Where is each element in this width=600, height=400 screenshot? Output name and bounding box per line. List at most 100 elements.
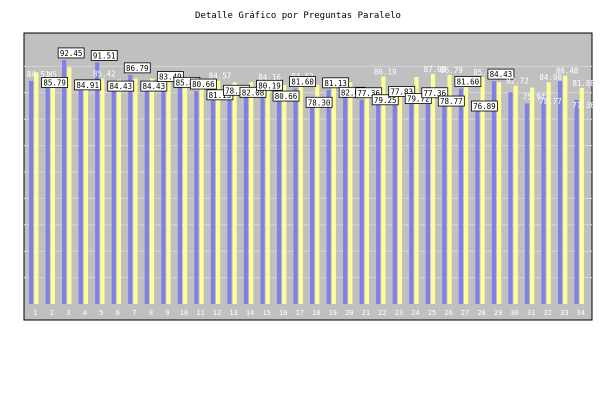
data-label-box bbox=[140, 80, 168, 92]
x-tick-label: 20 bbox=[345, 309, 353, 317]
data-label-box bbox=[289, 76, 316, 87]
bar-series-1 bbox=[409, 93, 414, 304]
y-axis-ticks: 10 20 30 40 50 60 70 80 90 bbox=[9, 63, 17, 282]
bar-series-1 bbox=[475, 101, 480, 304]
bar-series-1 bbox=[227, 97, 232, 305]
data-label-box bbox=[41, 77, 69, 88]
x-tick-label: 10 bbox=[180, 309, 188, 317]
bar-series-2 bbox=[430, 74, 436, 305]
x-tick-label: 7 bbox=[132, 309, 136, 317]
data-label-box bbox=[454, 76, 482, 87]
data-label-series-1: 76.89 bbox=[473, 102, 496, 111]
data-label-box bbox=[123, 62, 151, 74]
data-label-series-1: 82.08 bbox=[242, 88, 265, 97]
x-tick-label: 24 bbox=[411, 309, 419, 317]
data-label-series-2: 86.19 bbox=[374, 67, 397, 76]
data-label-series-2: 85. bbox=[48, 71, 62, 80]
bar-series-1 bbox=[491, 81, 497, 304]
data-label-series-1: 78.77 bbox=[440, 97, 463, 106]
y-tick-label: 40 bbox=[9, 195, 17, 203]
data-label-series-1: 79.25 bbox=[374, 96, 397, 105]
bar-series-2 bbox=[414, 76, 419, 305]
bar-series-2 bbox=[67, 67, 72, 304]
x-tick-label: 15 bbox=[262, 309, 270, 317]
bar-series-1 bbox=[194, 91, 199, 304]
x-tick-label: 17 bbox=[296, 309, 304, 317]
data-label-series-2: 84.16 bbox=[258, 73, 281, 82]
y-tick-label: 70 bbox=[9, 116, 17, 124]
x-tick-label: 1 bbox=[33, 309, 37, 317]
x-tick-label: 30 bbox=[510, 309, 518, 317]
bar-series-1 bbox=[574, 99, 579, 305]
data-label-series-2: 86.48 bbox=[556, 67, 579, 76]
chart-title: Detalle Gráfico por Preguntas Paralelo bbox=[195, 11, 401, 21]
bar-series-2 bbox=[166, 82, 171, 305]
data-label-series-1: 82.08 bbox=[341, 88, 364, 97]
bar-series-1 bbox=[210, 89, 216, 304]
data-label-box bbox=[487, 68, 515, 80]
data-label-series-2: 86.79 bbox=[440, 66, 463, 75]
data-label-box bbox=[156, 71, 184, 82]
bar-series-1 bbox=[293, 88, 298, 305]
data-label-series-1: 78.30 bbox=[308, 98, 331, 107]
bar-series-1 bbox=[95, 62, 100, 304]
x-tick-label: 5 bbox=[99, 309, 103, 317]
bar-series-2 bbox=[282, 84, 287, 304]
bar-series-1 bbox=[128, 74, 133, 305]
x-tick-label: 18 bbox=[312, 309, 320, 317]
x-tick-label: 19 bbox=[329, 309, 337, 317]
bar-series-2 bbox=[133, 78, 138, 304]
data-label-series-2: 84.00 bbox=[539, 73, 562, 82]
x-tick-label: 34 bbox=[577, 309, 585, 317]
data-label-series-1: 75.94 bbox=[523, 93, 546, 102]
data-label-box bbox=[90, 50, 118, 61]
data-label-series-1: 85.85 bbox=[176, 78, 199, 87]
data-label-series-1: 77.36 bbox=[572, 101, 595, 110]
data-label-series-1: 81.60 bbox=[457, 78, 480, 87]
bar-series-1 bbox=[111, 81, 116, 304]
y-tick-label: 20 bbox=[9, 248, 17, 256]
y-tick-label: 10 bbox=[9, 275, 17, 283]
data-label-box bbox=[256, 79, 283, 91]
bar-series-1 bbox=[343, 87, 348, 304]
bar-series-1 bbox=[392, 98, 397, 304]
bar-series-2 bbox=[513, 85, 518, 304]
data-label-series-2: 85.42 bbox=[93, 69, 116, 78]
bar-series-1 bbox=[425, 99, 430, 305]
x-tick-label: 2 bbox=[50, 309, 54, 317]
data-label-series-2: 84.57 bbox=[209, 72, 232, 81]
x-tick-label: 22 bbox=[378, 309, 386, 317]
data-label-series-1: 81.13 bbox=[209, 91, 232, 100]
x-tick-label: 25 bbox=[428, 309, 436, 317]
bar-series-2 bbox=[563, 75, 568, 304]
data-label-series-1: 84.43 bbox=[143, 82, 166, 91]
data-label-box bbox=[74, 79, 102, 91]
data-label-box bbox=[421, 87, 449, 99]
data-label-series-1: 80.66 bbox=[275, 92, 298, 101]
data-label-series-1: 77.83 bbox=[390, 88, 413, 97]
bar-series-2 bbox=[480, 77, 485, 304]
x-tick-label: 9 bbox=[165, 309, 169, 317]
bar-series-2 bbox=[149, 78, 155, 304]
bar-series-1 bbox=[508, 92, 513, 304]
bar-series-2 bbox=[249, 82, 254, 305]
data-label-series-1: 86.79 bbox=[126, 64, 149, 73]
bar-series-1 bbox=[260, 92, 265, 304]
data-label-series-1: 80.66 bbox=[192, 80, 215, 89]
bar-series-2 bbox=[348, 82, 353, 305]
bar-series-2 bbox=[182, 82, 188, 305]
bar-series-2 bbox=[315, 84, 320, 304]
bar-series-1 bbox=[310, 97, 315, 305]
x-tick-label: 14 bbox=[246, 309, 254, 317]
x-tick-label: 23 bbox=[395, 309, 403, 317]
x-tick-label: 3 bbox=[66, 309, 70, 317]
bar-series-1 bbox=[45, 77, 50, 304]
y-tick-label: 60 bbox=[9, 143, 17, 151]
bar-series-1 bbox=[376, 94, 381, 304]
bar-series-1 bbox=[557, 81, 563, 304]
bar-series-1 bbox=[326, 89, 331, 304]
data-label-series-2: 87.08 bbox=[424, 65, 447, 74]
x-tick-label: 13 bbox=[229, 309, 237, 317]
x-tick-label: 28 bbox=[477, 309, 485, 317]
